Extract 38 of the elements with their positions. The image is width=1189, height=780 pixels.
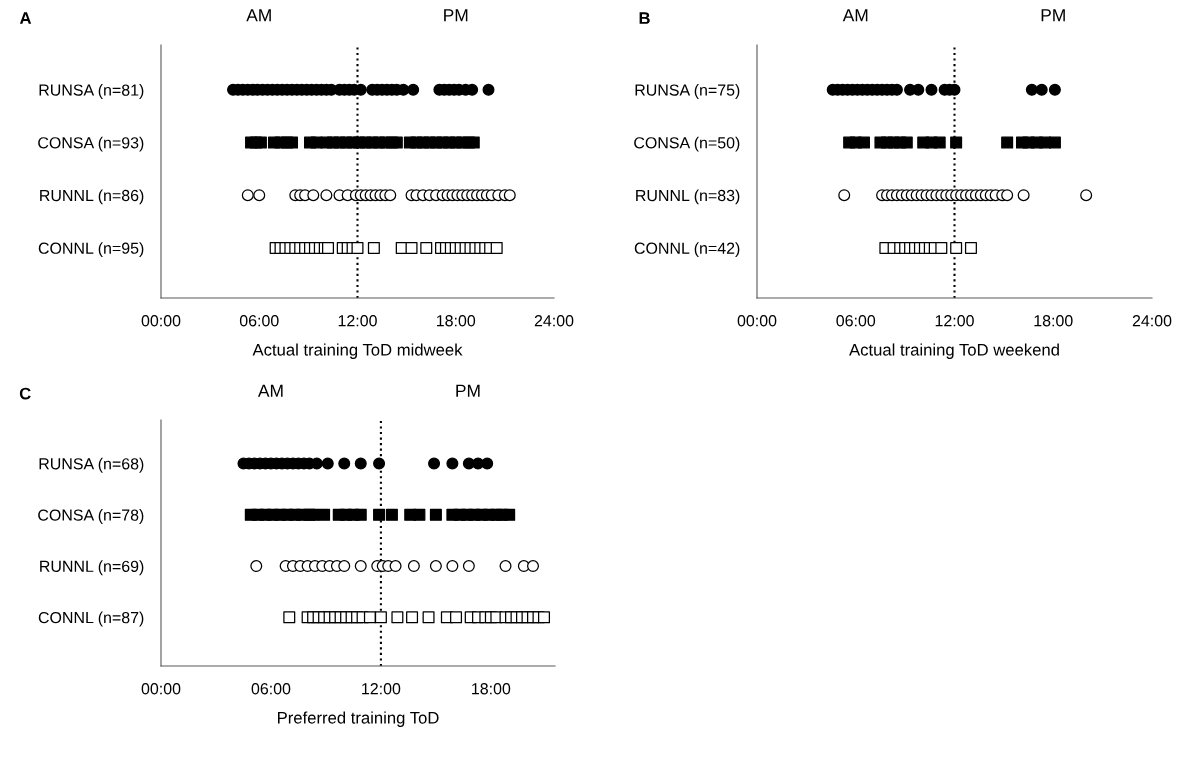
x-tick-label: 00:00 [141, 315, 181, 327]
y-tick-label: CONNL (n=95) [38, 242, 144, 258]
text: C [19, 387, 31, 400]
y-tick-label: RUNNL (n=83) [636, 189, 740, 205]
x-axis-title: Actual training ToD weekend [849, 343, 1059, 359]
y-tick-label: RUNSA (n=75) [635, 84, 740, 99]
x-tick-label: 18:00 [436, 315, 476, 327]
x-tick-label: 00:00 [141, 683, 181, 695]
x-tick-label: 12:00 [362, 683, 401, 695]
y-tick-label: CONNL (n=87) [38, 611, 144, 627]
y-tick-label: RUNSA (n=81) [39, 84, 144, 99]
text: A [19, 12, 32, 24]
x-tick-label: 18:00 [1034, 315, 1073, 327]
x-axis-title: Actual training ToD midweek [252, 343, 463, 359]
y-tick-label: RUNSA (n=68) [39, 457, 144, 473]
y-tick-label: CONNL (n=42) [634, 242, 740, 258]
y-tick-label: CONSA (n=78) [38, 509, 144, 524]
text: AM [246, 9, 271, 22]
x-tick-label: 24:00 [1132, 315, 1172, 327]
text: PM [456, 384, 480, 397]
text: PM [444, 9, 468, 22]
x-tick-label: 06:00 [239, 315, 279, 327]
x-tick-label: 18:00 [472, 683, 511, 695]
y-tick-label: CONSA (n=50) [634, 136, 740, 152]
y-tick-label: RUNNL (n=69) [40, 560, 144, 576]
y-tick-label: RUNNL (n=86) [40, 189, 144, 205]
x-tick-label: 12:00 [338, 315, 377, 327]
text: AM [842, 9, 868, 22]
x-tick-label: 06:00 [836, 315, 876, 327]
chart-title: B [639, 12, 650, 24]
text: AM [257, 384, 283, 397]
text: PM [1041, 9, 1065, 22]
x-tick-label: 06:00 [251, 683, 291, 695]
x-tick-label: 24:00 [534, 315, 574, 327]
x-tick-label: 00:00 [737, 315, 777, 327]
x-axis-title: Preferred training ToD [278, 711, 439, 727]
x-tick-label: 12:00 [935, 315, 974, 327]
y-tick-label: CONSA (n=93) [38, 136, 144, 152]
